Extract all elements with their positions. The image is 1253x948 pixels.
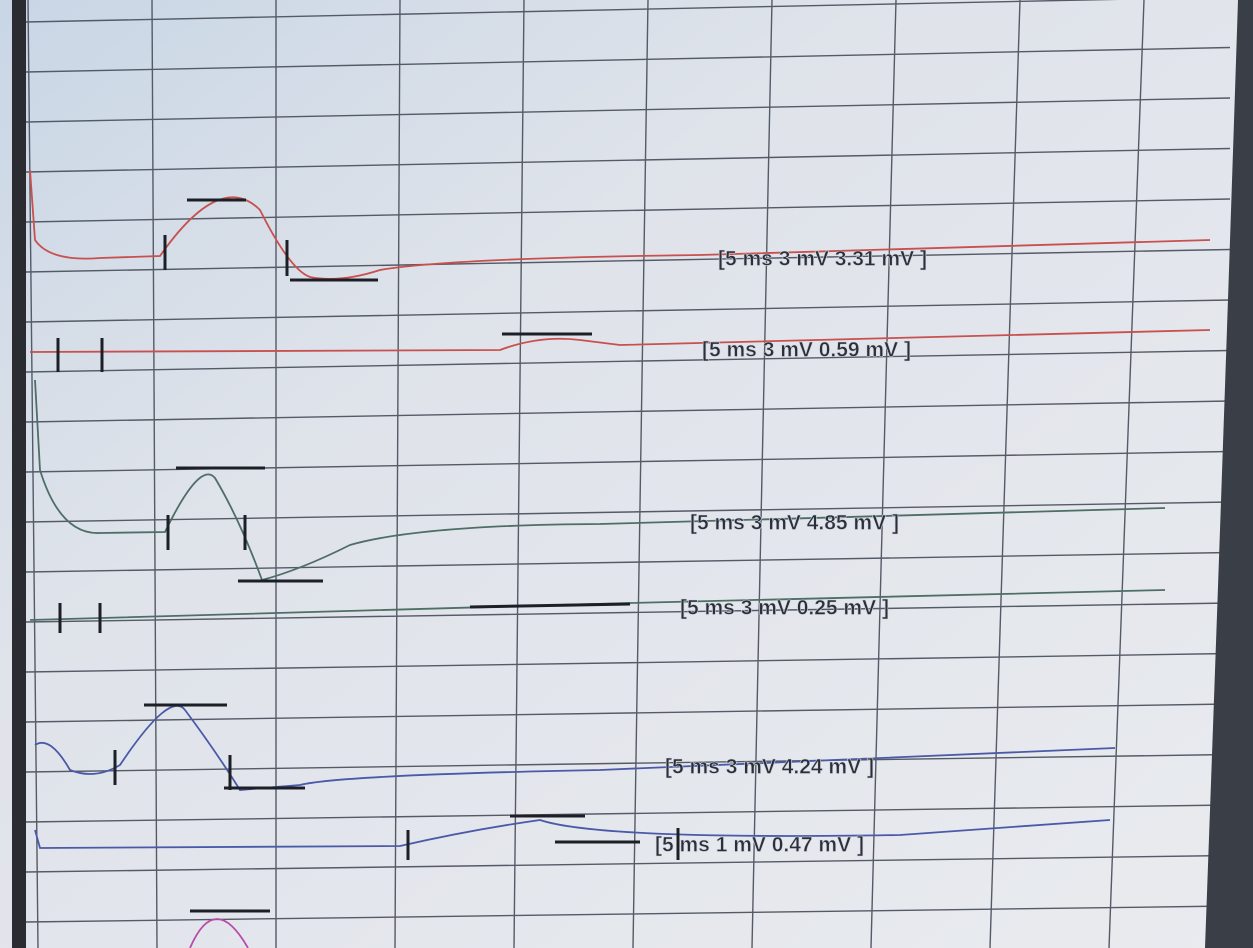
left-bezel (12, 0, 26, 948)
trace-label: [5 ms 3 mV 0.25 mV ] (680, 597, 889, 620)
screen-background (0, 0, 1253, 948)
trace-label: [5 ms 3 mV 3.31 mV ] (718, 248, 927, 271)
monitor-screen: [5 ms 3 mV 3.31 mV ] [5 ms 3 mV 0.59 mV … (0, 0, 1253, 948)
trace-label: [5 ms 1 mV 0.47 mV ] (655, 834, 864, 857)
trace-label: [5 ms 3 mV 4.85 mV ] (690, 512, 899, 535)
trace-label: [5 ms 3 mV 4.24 mV ] (665, 756, 874, 779)
trace-label: [5 ms 3 mV 0.59 mV ] (702, 339, 911, 362)
